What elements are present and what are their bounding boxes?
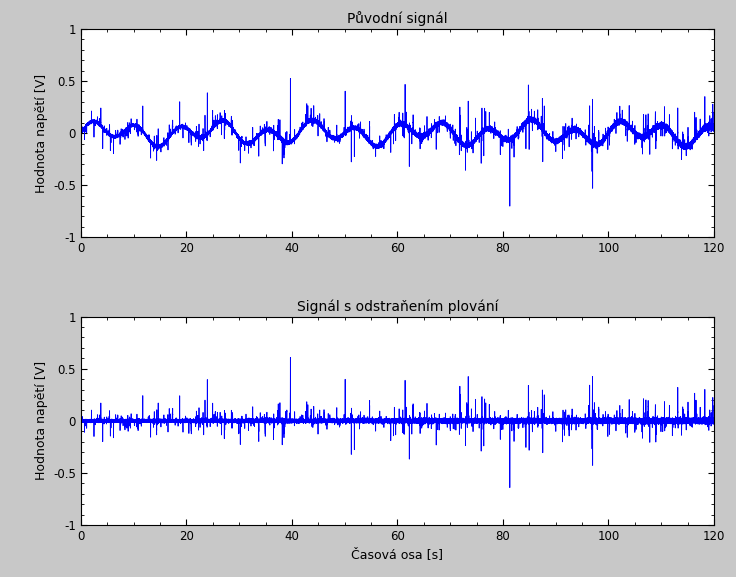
Title: Signál s odstraňením plování: Signál s odstraňením plování xyxy=(297,299,498,314)
Y-axis label: Hodnota napětí [V]: Hodnota napětí [V] xyxy=(35,361,48,481)
Title: Původní signál: Původní signál xyxy=(347,12,447,27)
Y-axis label: Hodnota napětí [V]: Hodnota napětí [V] xyxy=(35,73,48,193)
X-axis label: Časová osa [s]: Časová osa [s] xyxy=(351,549,443,561)
